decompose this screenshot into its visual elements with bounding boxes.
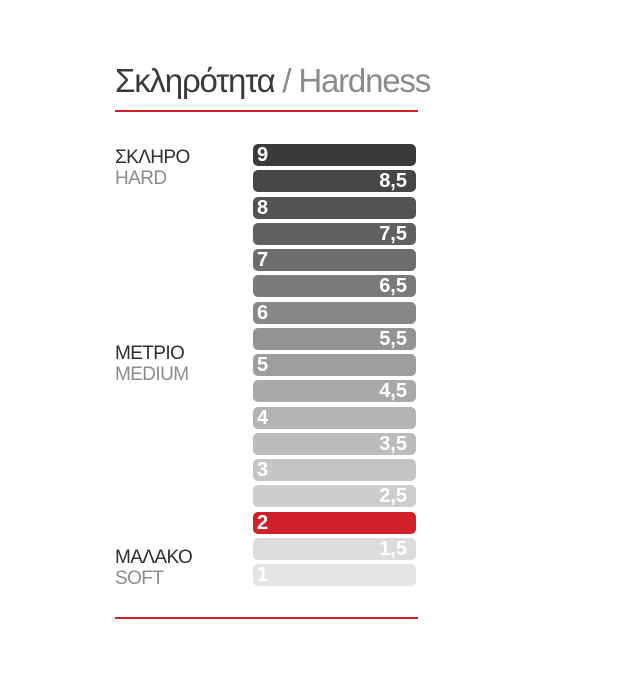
hardness-bar: 8,5 [253, 170, 416, 192]
hardness-bar: 8 [253, 197, 416, 219]
page-title: Σκληρότητα / Hardness [115, 62, 431, 99]
hardness-bar: 6 [253, 302, 416, 324]
label-hard-english: HARD [115, 168, 167, 189]
label-medium-english: MEDIUM [115, 364, 189, 385]
hardness-bar: 7 [253, 249, 416, 271]
title-greek: Σκληρότητα [115, 62, 276, 99]
hardness-bar: 2,5 [253, 485, 416, 507]
hardness-bar: 9 [253, 144, 416, 166]
hardness-bar-selected: 2 [253, 512, 416, 534]
hardness-bar: 4,5 [253, 380, 416, 402]
label-soft: ΜΑΛΑΚΟ SOFT [115, 547, 193, 589]
label-hard: ΣΚΛΗΡΟ HARD [115, 148, 190, 188]
hardness-bar: 4 [253, 407, 416, 429]
hardness-bar: 1 [253, 564, 416, 586]
hardness-bar: 7,5 [253, 223, 416, 245]
title-separator: / [274, 62, 299, 99]
label-medium: ΜΕΤΡΙΟ MEDIUM [115, 343, 189, 385]
label-soft-english: SOFT [115, 568, 164, 589]
hardness-bar: 1,5 [253, 538, 416, 560]
title-english: Hardness [298, 62, 431, 99]
label-soft-greek: ΜΑΛΑΚΟ [115, 547, 193, 568]
hardness-bar: 3,5 [253, 433, 416, 455]
hardness-bar: 3 [253, 459, 416, 481]
hardness-scale: 9 8,5 8 7,5 7 6,5 6 5,5 5 4,5 4 3,5 3 2,5 2 1,5 1 [253, 144, 416, 586]
hardness-bar: 5,5 [253, 328, 416, 350]
label-medium-greek: ΜΕΤΡΙΟ [115, 343, 185, 364]
hardness-bar: 5 [253, 354, 416, 376]
top-rule [115, 110, 418, 112]
bottom-rule [115, 617, 418, 619]
label-hard-greek: ΣΚΛΗΡΟ [115, 147, 190, 168]
hardness-bar: 6,5 [253, 275, 416, 297]
